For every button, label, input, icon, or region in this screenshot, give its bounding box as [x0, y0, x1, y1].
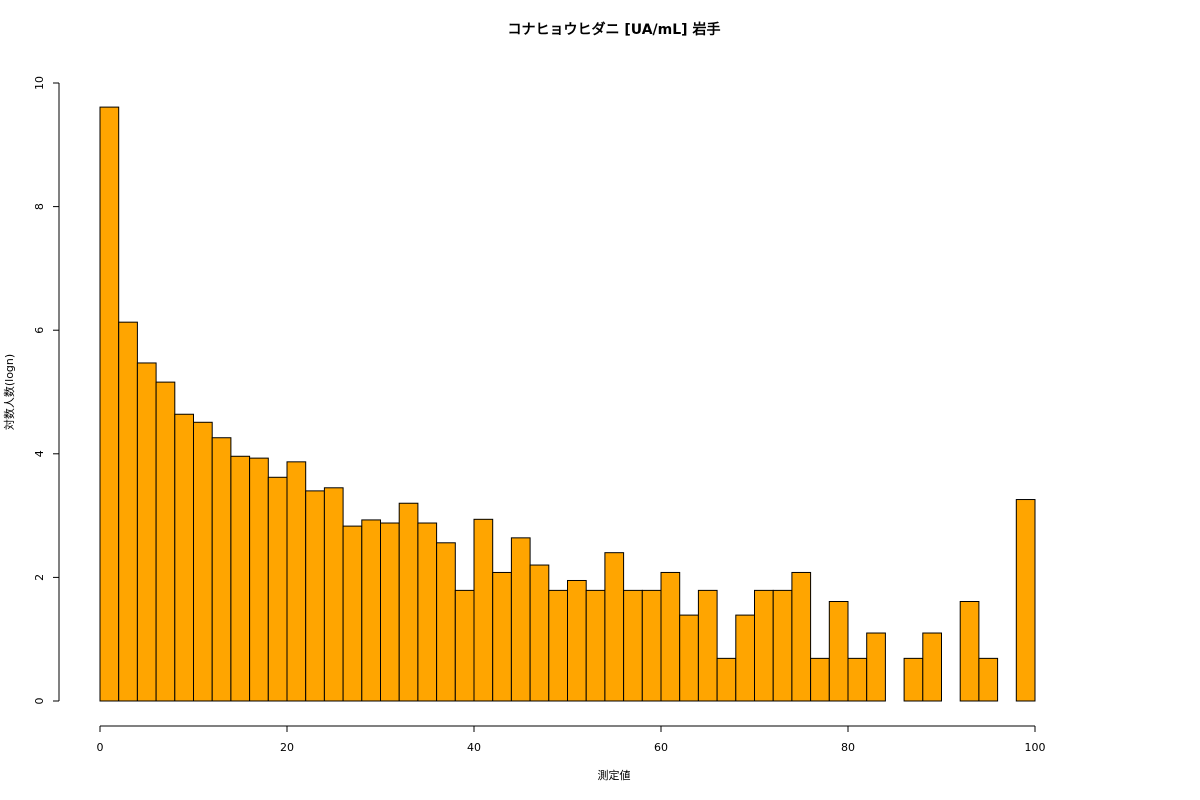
y-tick-label: 6 — [33, 327, 46, 334]
bar — [211, 437, 232, 702]
y-tick-label: 10 — [33, 76, 46, 90]
bar — [604, 552, 625, 702]
bar — [436, 542, 456, 702]
bar — [398, 502, 419, 702]
bar — [641, 589, 662, 702]
bar — [118, 321, 138, 702]
bar — [585, 589, 606, 702]
bar — [174, 413, 195, 702]
x-axis-label: 測定値 — [598, 768, 631, 782]
bar — [866, 632, 886, 702]
y-tick-label: 8 — [33, 203, 46, 210]
bar — [810, 657, 830, 702]
y-axis-label: 対数人数(logn) — [2, 354, 16, 430]
bar — [473, 518, 494, 702]
bar — [1015, 499, 1036, 702]
x-tick-label: 20 — [280, 741, 294, 754]
bar — [342, 525, 363, 702]
bar — [828, 601, 849, 702]
bar — [230, 455, 251, 702]
bar — [454, 589, 475, 702]
bar — [380, 522, 400, 702]
y-tick-label: 0 — [33, 698, 46, 705]
bar — [959, 601, 980, 702]
x-tick-label: 100 — [1025, 741, 1046, 754]
bar — [417, 522, 438, 702]
bar — [623, 589, 643, 702]
bar — [492, 571, 512, 702]
bar — [772, 589, 793, 702]
x-tick-label: 0 — [97, 741, 104, 754]
bar — [193, 421, 213, 702]
bar — [286, 461, 307, 702]
bar — [249, 457, 269, 702]
chart-title: コナヒョウヒダニ [UA/mL] 岩手 — [508, 21, 721, 38]
y-tick-label: 4 — [33, 450, 46, 457]
bar — [267, 476, 288, 702]
bar — [903, 657, 924, 702]
bar — [155, 381, 176, 702]
bar — [716, 657, 737, 702]
bar — [697, 589, 718, 702]
bar — [305, 490, 325, 702]
bar — [529, 564, 550, 702]
bar — [567, 579, 587, 702]
bar — [754, 589, 774, 702]
bar — [323, 487, 344, 702]
bar — [735, 614, 755, 702]
bar — [510, 537, 531, 702]
bar — [922, 632, 942, 702]
bar — [548, 589, 568, 702]
bar — [660, 571, 681, 702]
x-tick-label: 40 — [467, 741, 481, 754]
bar — [361, 519, 381, 702]
bar — [791, 571, 812, 702]
bar — [847, 657, 868, 702]
bar — [136, 362, 157, 702]
x-tick-label: 80 — [841, 741, 855, 754]
bar — [679, 614, 699, 702]
bar — [99, 106, 120, 702]
x-tick-label: 60 — [654, 741, 668, 754]
bar — [978, 657, 999, 702]
y-tick-label: 2 — [33, 574, 46, 581]
